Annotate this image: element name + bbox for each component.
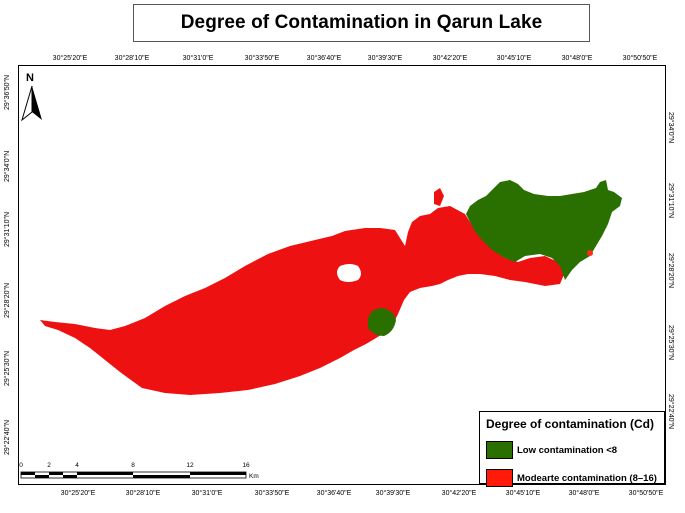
low-zone-west [368, 308, 396, 336]
top-tick: 30°36'40"E [306, 55, 342, 62]
bottom-tick: 30°36'40"E [316, 490, 352, 497]
bottom-tick: 30°31'0"E [191, 490, 223, 497]
top-tick: 30°28'10"E [114, 55, 150, 62]
scale-bar-graphic [20, 471, 247, 479]
legend: Degree of contamination (Cd) Low contami… [479, 411, 665, 487]
legend-swatch-moderate [486, 469, 513, 487]
hotspot-point [587, 250, 593, 256]
legend-item-low: Low contamination <8 [486, 441, 617, 459]
scale-label: 2 [47, 462, 51, 469]
top-tick: 30°42'20"E [432, 55, 468, 62]
moderate-zone-tip [434, 188, 444, 206]
legend-label-moderate: Modearte contamination (8–16) [517, 472, 657, 484]
bottom-tick: 30°25'20"E [60, 490, 96, 497]
legend-item-moderate: Modearte contamination (8–16) [486, 469, 657, 487]
legend-swatch-low [486, 441, 513, 459]
bottom-tick: 30°28'10"E [125, 490, 161, 497]
north-arrow: N [20, 72, 44, 122]
top-tick: 30°48'0"E [561, 55, 593, 62]
legend-label-low: Low contamination <8 [517, 444, 618, 456]
top-tick: 30°39'30"E [367, 55, 403, 62]
scale-label: 4 [75, 462, 79, 469]
scale-label: 16 [242, 462, 250, 469]
scale-label: 0 [19, 462, 23, 469]
bottom-tick: 30°50'50"E [628, 490, 664, 497]
scale-unit: Km [249, 473, 259, 480]
map-title: Degree of Contamination in Qarun Lake [180, 12, 543, 33]
legend-title: Degree of contamination (Cd) [486, 417, 655, 431]
bottom-tick: 30°39'30"E [375, 490, 411, 497]
bottom-tick: 30°33'50"E [254, 490, 290, 497]
top-tick: 30°33'50"E [244, 55, 280, 62]
top-tick: 30°50'50"E [622, 55, 658, 62]
scale-label: 12 [186, 462, 194, 469]
moderate-zone [40, 206, 565, 395]
north-label: N [26, 72, 34, 84]
top-tick: 30°45'10"E [496, 55, 532, 62]
bottom-tick: 30°48'0"E [568, 490, 600, 497]
scale-label: 8 [131, 462, 135, 469]
low-zone-east [466, 180, 622, 280]
bottom-tick: 30°42'20"E [441, 490, 477, 497]
map-title-box: Degree of Contamination in Qarun Lake [133, 4, 590, 42]
bottom-tick: 30°45'10"E [505, 490, 541, 497]
top-tick: 30°31'0"E [182, 55, 214, 62]
north-arrow-icon [21, 85, 42, 122]
top-tick: 30°25'20"E [52, 55, 88, 62]
